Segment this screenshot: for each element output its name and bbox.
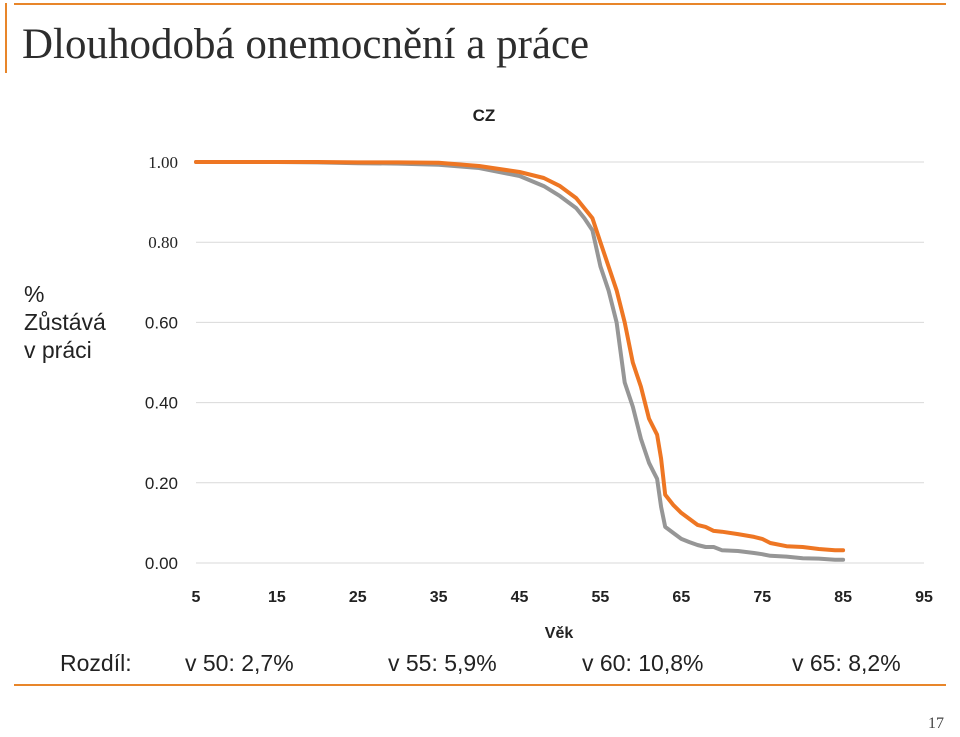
- y-tick-label: 0.80: [148, 233, 178, 252]
- difference-item-55: v 55: 5,9%: [388, 650, 497, 676]
- y-tick-label: 0.60: [145, 313, 178, 332]
- difference-row: Rozdíl: v 50: 2,7% v 55: 5,9% v 60: 10,8…: [0, 650, 960, 682]
- y-axis-label: % Zůstává v práci: [24, 280, 134, 364]
- x-axis-label: Věk: [545, 625, 574, 642]
- y-tick-label: 0.40: [145, 394, 178, 413]
- x-tick-label: 35: [430, 589, 448, 606]
- page-number: 17: [928, 715, 944, 732]
- difference-label: Rozdíl:: [60, 650, 132, 676]
- y-tick-label: 1.00: [148, 153, 178, 172]
- chart: 1.00 0.80 0.60 0.40 0.20 0.00 5 15 25 35 45 55 65 75 8…: [145, 106, 933, 642]
- y-axis-label-line-2: Zůstává: [24, 309, 106, 335]
- bottom-accent-rule: [14, 684, 946, 686]
- x-tick-label: 75: [753, 589, 771, 606]
- chart-title: CZ: [473, 106, 496, 125]
- x-tick-label: 85: [834, 589, 852, 606]
- y-tick-label: 0.00: [145, 554, 178, 573]
- x-tick-label: 5: [192, 589, 201, 606]
- x-tick-label: 25: [349, 589, 367, 606]
- x-tick-label: 55: [592, 589, 610, 606]
- x-tick-label: 15: [268, 589, 286, 606]
- y-axis-label-line-3: v práci: [24, 337, 92, 363]
- series-line-orange: [194, 160, 846, 553]
- x-tick-label: 65: [672, 589, 690, 606]
- slide-title: Dlouhodobá onemocnění a práce: [22, 21, 590, 68]
- difference-item-65: v 65: 8,2%: [792, 650, 901, 676]
- difference-item-50: v 50: 2,7%: [185, 650, 294, 676]
- left-accent-rule: [5, 3, 7, 73]
- x-tick-label: 45: [511, 589, 529, 606]
- series-line-gray: [194, 160, 846, 562]
- y-tick-label: 0.20: [145, 474, 178, 493]
- y-axis-label-line-1: %: [24, 281, 45, 307]
- top-accent-rule: [14, 3, 946, 5]
- x-tick-label: 95: [915, 589, 933, 606]
- difference-item-60: v 60: 10,8%: [582, 650, 704, 676]
